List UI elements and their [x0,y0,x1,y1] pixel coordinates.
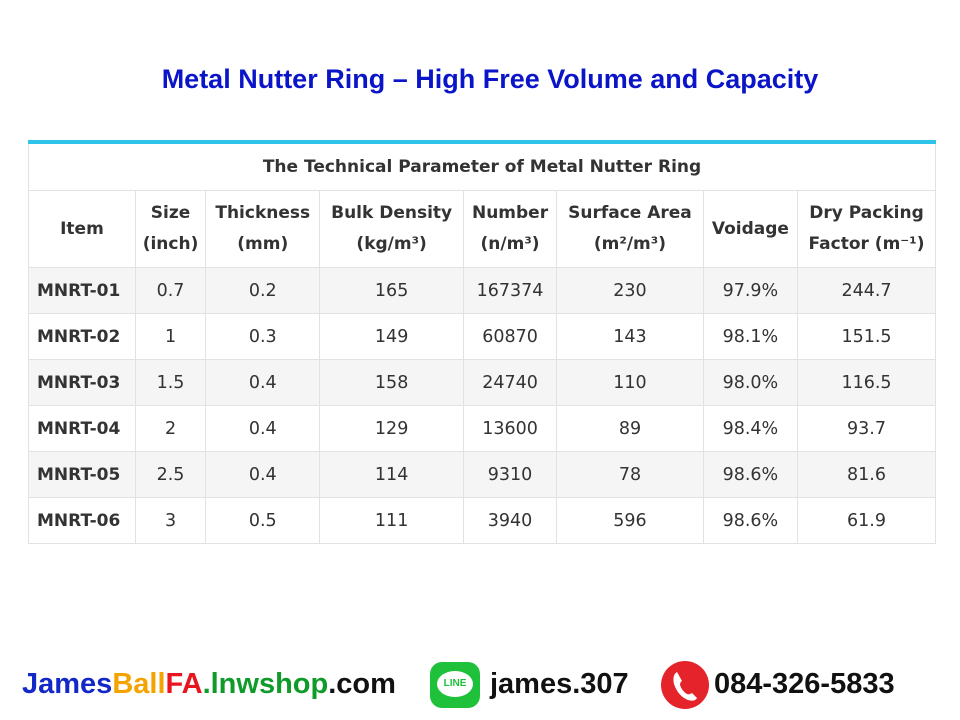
table-cell: 78 [556,451,704,498]
line-icon-text: LINE [437,671,473,697]
footer: JamesBallFA.lnwshop.com LINE james.307 0… [22,661,942,710]
item-cell: MNRT-05 [28,451,136,498]
header-cell: Voidage [702,190,799,268]
header-cell: Dry Packing Factor (m⁻¹) [797,190,936,268]
table-cell: 116.5 [797,359,936,406]
header-cell: Size (inch) [134,190,207,268]
table-cell: 114 [319,451,464,498]
phone-number: 084-326-5833 [714,668,895,700]
table-cell: 230 [556,267,704,314]
header-text: Voidage [711,218,789,239]
table-cell: 93.7 [797,405,936,452]
table-cell: 98.4% [702,405,799,452]
website-part: James [22,668,113,700]
table-cell: 0.4 [205,405,321,452]
table-cell: 13600 [462,405,558,452]
website-part: .com [328,668,396,700]
header-cell: Item [28,190,136,268]
header-cell: Surface Area (m²/m³) [556,190,704,268]
line-id: james.307 [490,668,629,700]
header-text: (inch) [142,234,199,254]
table-cell: 165 [319,267,464,314]
table-cell: 0.3 [205,313,321,360]
table-caption: The Technical Parameter of Metal Nutter … [28,141,936,191]
table-cell: 98.0% [702,359,799,406]
item-cell: MNRT-06 [28,497,136,544]
table-cell: 167374 [462,267,558,314]
table-row: MNRT-02 1 0.3 149 60870 143 98.1% 151.5 [28,313,936,360]
table-cell: 0.4 [205,359,321,406]
header-text: Size [150,203,191,223]
table-cell: 151.5 [797,313,936,360]
table-row: MNRT-06 3 0.5 111 3940 596 98.6% 61.9 [28,497,936,544]
table-cell: 129 [319,405,464,452]
item-cell: MNRT-01 [28,267,136,314]
website: JamesBallFA.lnwshop.com [22,668,396,701]
table-cell: 9310 [462,451,558,498]
page-title: Metal Nutter Ring – High Free Volume and… [161,64,819,94]
table-cell: 81.6 [797,451,936,498]
table-cell: 0.4 [205,451,321,498]
header-cell: Thickness (mm) [205,190,321,268]
header-text: Surface Area [568,203,692,223]
item-cell: MNRT-04 [28,405,136,452]
table-cell: 143 [556,313,704,360]
header-text: Item [60,218,104,239]
header-text: Bulk Density [331,203,453,223]
header-text: (kg/m³) [356,234,427,254]
table-cell: 149 [319,313,464,360]
table-cell: 61.9 [797,497,936,544]
table-cell: 3940 [462,497,558,544]
table-cell: 1 [134,313,207,360]
table-cell: 111 [319,497,464,544]
table-row: MNRT-04 2 0.4 129 13600 89 98.4% 93.7 [28,405,936,452]
table-cell: 60870 [462,313,558,360]
header-text: Factor (m⁻¹) [808,234,925,254]
header-text: Thickness [215,203,311,223]
table-cell: 0.2 [205,267,321,314]
website-part: .lnwshop [202,668,329,700]
table-cell: 0.5 [205,497,321,544]
header-cell: Bulk Density (kg/m³) [319,190,464,268]
table-cell: 244.7 [797,267,936,314]
line-icon: LINE [430,662,480,708]
table-cell: 3 [134,497,207,544]
table-cell: 98.1% [702,313,799,360]
website-part: Ball [112,668,166,700]
header-cell: Number (n/m³) [462,190,558,268]
table-row: MNRT-01 0.7 0.2 165 167374 230 97.9% 244.7 [28,267,936,314]
header-text: Dry Packing [809,203,924,223]
table-cell: 98.6% [702,451,799,498]
table-cell: 110 [556,359,704,406]
header-text: (m²/m³) [593,234,666,254]
table-cell: 2.5 [134,451,207,498]
table-cell: 24740 [462,359,558,406]
table-cell: 158 [319,359,464,406]
phone-icon [661,661,709,709]
table-cell: 98.6% [702,497,799,544]
table-cell: 2 [134,405,207,452]
table-row: MNRT-05 2.5 0.4 114 9310 78 98.6% 81.6 [28,451,936,498]
item-cell: MNRT-03 [28,359,136,406]
table-row: MNRT-03 1.5 0.4 158 24740 110 98.0% 116.5 [28,359,936,406]
header-text: (n/m³) [480,234,540,254]
table-cell: 1.5 [134,359,207,406]
table-cell: 0.7 [134,267,207,314]
header-text: (mm) [237,234,289,254]
table-cell: 596 [556,497,704,544]
table-cell: 89 [556,405,704,452]
header-text: Number [471,203,549,223]
item-cell: MNRT-02 [28,313,136,360]
table-cell: 97.9% [702,267,799,314]
website-part: FA [165,668,203,700]
parameter-table: The Technical Parameter of Metal Nutter … [28,140,936,544]
